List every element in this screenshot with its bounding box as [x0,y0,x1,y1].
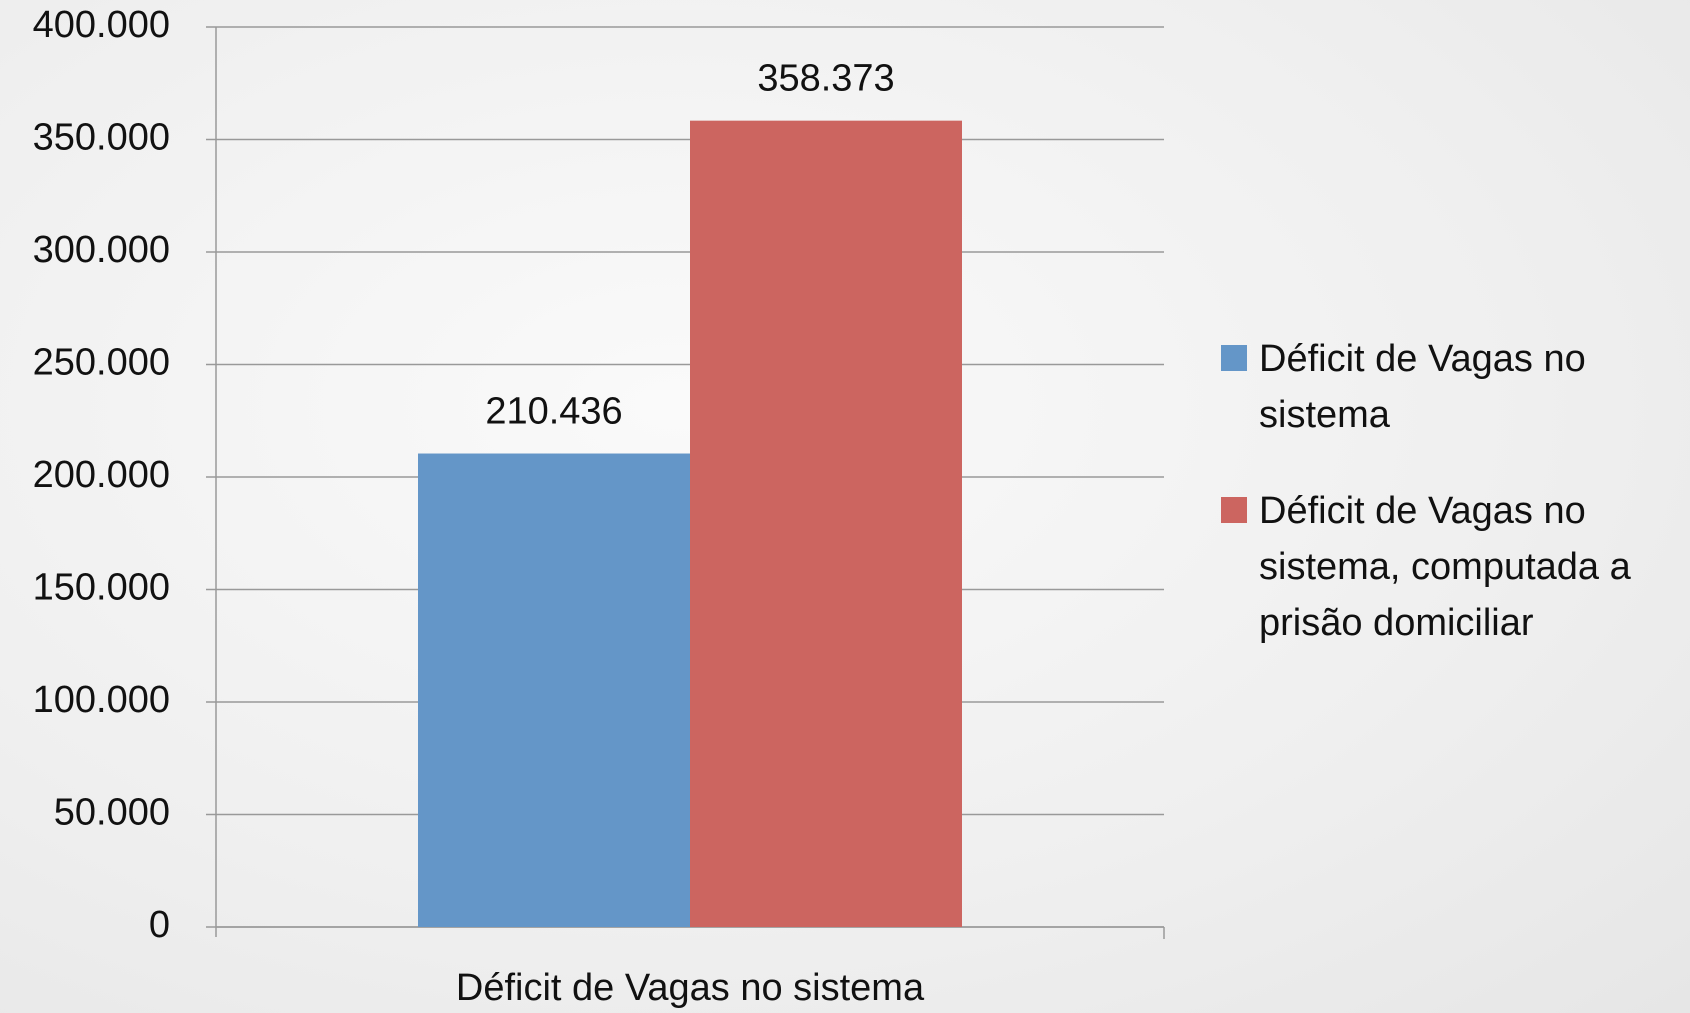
legend-item: Déficit de Vagas no sistema [1221,331,1681,443]
y-tick-label: 250.000 [33,342,170,384]
y-tick-label: 300.000 [33,229,170,271]
y-tick-label: 350.000 [33,117,170,159]
legend-item: Déficit de Vagas no sistema, computada a… [1221,483,1681,651]
y-tick-label: 200.000 [33,454,170,496]
legend-swatch [1221,497,1247,523]
y-tick-label: 150.000 [33,567,170,609]
data-label: 358.373 [757,58,894,100]
y-tick-label: 50.000 [54,792,170,834]
x-tick-label: Déficit de Vagas no sistema [456,967,925,1009]
legend: Déficit de Vagas no sistema Déficit de Va… [1221,331,1681,691]
legend-label: Déficit de Vagas no sistema, computada a… [1259,490,1631,644]
y-tick-label: 400.000 [33,4,170,46]
y-tick-label: 0 [149,904,170,946]
legend-swatch [1221,345,1247,371]
bar [418,453,690,927]
y-tick-label: 100.000 [33,679,170,721]
data-label: 210.436 [485,391,622,433]
bar [690,120,962,927]
legend-label: Déficit de Vagas no sistema [1259,338,1586,436]
